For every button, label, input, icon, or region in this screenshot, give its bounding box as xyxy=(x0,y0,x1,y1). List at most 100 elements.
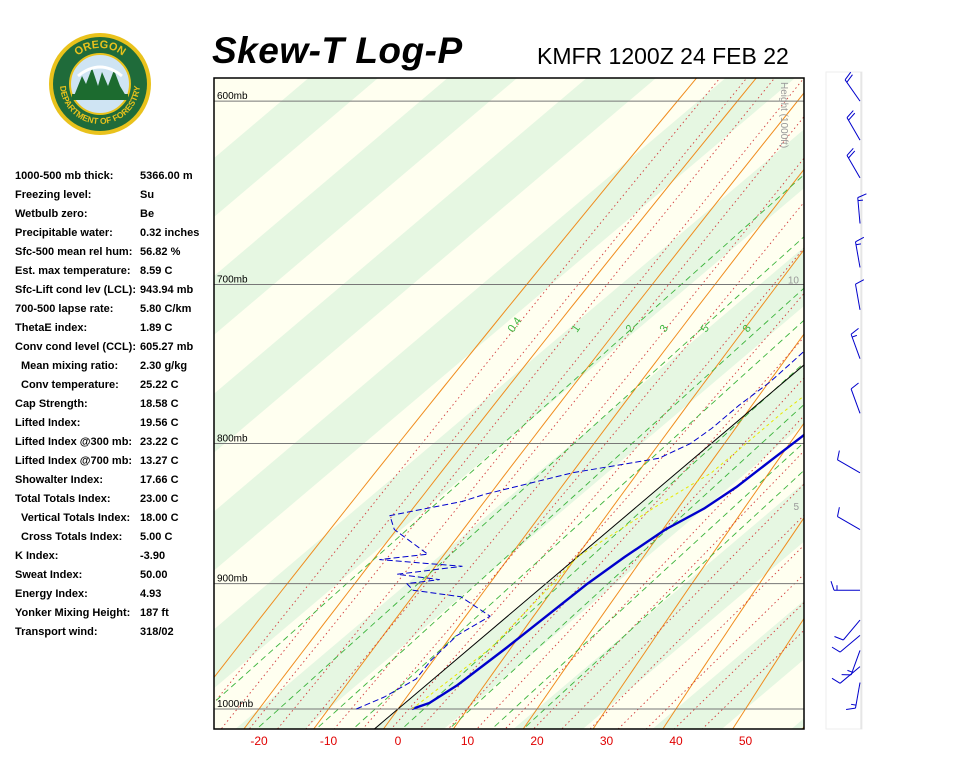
chart-title: Skew-T Log-P xyxy=(212,30,463,71)
index-label: 1000-500 mb thick: xyxy=(15,170,114,182)
isobar-label: 1000mb xyxy=(217,699,254,710)
mixing-ratio-line xyxy=(522,469,804,729)
mixing-ratio-line xyxy=(491,441,804,729)
temperature-profile xyxy=(411,433,804,711)
wind-barb-shaft xyxy=(846,155,861,179)
index-label: Freezing level: xyxy=(15,189,92,201)
index-label: Precipitable water: xyxy=(15,227,113,239)
index-row: Lifted Index @700 mb: 13.27 C xyxy=(15,452,215,471)
wind-barb-shaft xyxy=(850,650,861,676)
index-row: ThetaE index: 1.89 C xyxy=(15,319,215,338)
wind-barb xyxy=(834,619,861,641)
wind-barb xyxy=(841,650,861,676)
wind-barb xyxy=(831,634,861,653)
dry-adiabat xyxy=(920,0,960,767)
wind-barb-shaft xyxy=(850,334,861,359)
index-value: 17.66 C xyxy=(140,474,179,486)
logo-top-text: OREGON xyxy=(72,39,127,59)
index-value: Su xyxy=(140,189,155,201)
index-row: Total Totals Index: 23.00 C xyxy=(15,490,215,509)
wind-barb-shaft xyxy=(842,619,861,641)
index-row: Yonker Mixing Height: 187 ft xyxy=(15,604,215,623)
wind-barb-shaft xyxy=(854,241,861,268)
isobar-label: 900mb xyxy=(217,574,248,585)
index-row: Lifted Index @300 mb: 23.22 C xyxy=(15,433,215,452)
svg-text:OREGON: OREGON xyxy=(72,39,127,59)
wind-barb-feather xyxy=(857,193,867,199)
index-value: 318/02 xyxy=(140,626,174,638)
index-label: K Index: xyxy=(15,550,59,562)
index-value: 23.22 C xyxy=(140,436,179,448)
index-label: Lifted Index @300 mb: xyxy=(15,436,133,448)
index-value: 1.89 C xyxy=(140,322,173,334)
index-value: 605.27 mb xyxy=(140,341,194,353)
index-label: Mean mixing ratio: xyxy=(21,360,119,372)
wind-barb-half-feather xyxy=(851,334,858,338)
index-row: Sweat Index: 50.00 xyxy=(15,566,215,585)
wind-barb-shaft xyxy=(837,516,861,530)
wind-barb-feather xyxy=(846,147,854,156)
temperature-tick-label: 0 xyxy=(395,734,402,748)
moist-adiabat xyxy=(362,201,804,729)
index-value: 50.00 xyxy=(140,569,168,581)
zero-isotherm xyxy=(374,364,804,729)
isotherm-band xyxy=(791,718,804,729)
wind-barb-feather xyxy=(836,507,840,517)
index-value: 25.22 C xyxy=(140,379,179,391)
index-label: Yonker Mixing Height: xyxy=(15,607,131,619)
wind-barb-shaft xyxy=(846,117,861,141)
mixing-ratio-line xyxy=(214,174,804,704)
index-label: Total Totals Index: xyxy=(15,493,111,505)
index-row: Conv temperature: 25.22 C xyxy=(15,376,215,395)
wind-barb-feather xyxy=(831,646,841,653)
index-label: Conv temperature: xyxy=(21,379,119,391)
wind-barb xyxy=(846,110,861,141)
wind-barb xyxy=(830,581,860,591)
isobar-label: 700mb xyxy=(217,275,248,286)
dry-adiabat xyxy=(243,78,757,729)
wind-barb-feather xyxy=(831,677,841,684)
index-row: Wetbulb zero: Be xyxy=(15,205,215,224)
index-row: Showalter Index: 17.66 C xyxy=(15,471,215,490)
mixing-ratio-label: 3 xyxy=(658,323,671,335)
index-value: 8.59 C xyxy=(140,265,173,277)
isotherm-band xyxy=(652,600,804,729)
mixing-ratio-line xyxy=(352,319,804,729)
index-row: Energy Index: 4.93 xyxy=(15,585,215,604)
wind-barb xyxy=(857,193,867,224)
mixing-ratio-line xyxy=(256,236,804,729)
wind-barb-column xyxy=(825,71,863,730)
index-label: Sfc-500 mean rel hum: xyxy=(15,246,133,258)
wind-barb-feather xyxy=(846,110,854,118)
index-value: 5.80 C/km xyxy=(140,303,192,315)
wind-barb xyxy=(846,147,861,179)
index-label: Lifted Index: xyxy=(15,417,81,429)
mixing-ratio-label: 8 xyxy=(741,323,754,335)
wind-barb-shaft xyxy=(839,634,861,653)
index-label: Showalter Index: xyxy=(15,474,104,486)
dry-adiabat xyxy=(801,725,804,729)
wind-barb-feather xyxy=(846,707,856,711)
wind-barb-shaft xyxy=(837,459,861,474)
index-row: Est. max temperature: 8.59 C xyxy=(15,262,215,281)
index-row: 700-500 lapse rate: 5.80 C/km xyxy=(15,300,215,319)
moist-adiabat xyxy=(276,78,804,729)
plot-frame xyxy=(213,77,805,730)
wind-barb xyxy=(854,236,865,268)
index-value: 18.00 C xyxy=(140,512,179,524)
wind-barb-feather xyxy=(848,112,856,121)
wind-barb-feather xyxy=(846,74,853,83)
index-value: 187 ft xyxy=(140,607,169,619)
index-label: Sfc-Lift cond lev (LCL): xyxy=(15,284,136,296)
index-label: Energy Index: xyxy=(15,588,88,600)
temperature-tick-label: 40 xyxy=(669,734,683,748)
dry-adiabat xyxy=(850,0,960,767)
index-label: Est. max temperature: xyxy=(15,265,131,277)
wind-barb-shaft xyxy=(854,284,861,310)
index-label: Sweat Index: xyxy=(15,569,83,581)
wind-barb xyxy=(846,682,861,711)
index-row: Cap Strength: 18.58 C xyxy=(15,395,215,414)
index-value: 5.00 C xyxy=(140,531,173,543)
